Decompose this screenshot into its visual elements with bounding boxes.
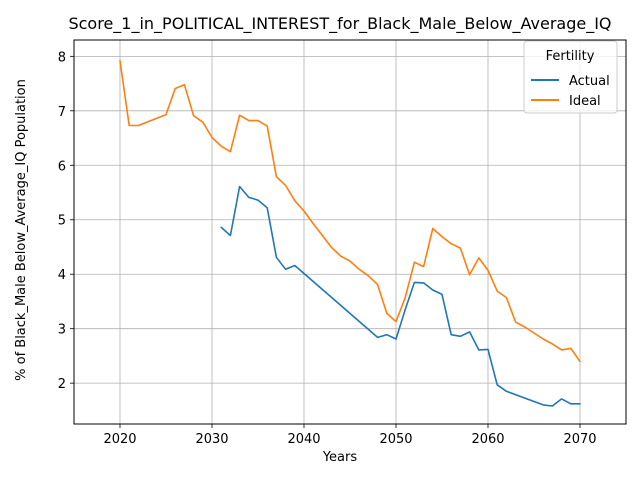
x-tick-label: 2020 xyxy=(103,432,136,447)
y-tick-label: 8 xyxy=(58,50,66,65)
x-tick-label: 2060 xyxy=(471,432,504,447)
x-tick-label: 2030 xyxy=(195,432,228,447)
series-lines xyxy=(119,59,581,407)
legend-title: Fertility xyxy=(546,49,595,64)
x-axis-label: Years xyxy=(322,450,358,465)
y-tick-label: 2 xyxy=(58,377,66,392)
series-line-ideal xyxy=(119,59,581,363)
x-tick-label: 2040 xyxy=(287,432,320,447)
grid xyxy=(74,40,626,424)
legend: Fertility Actual Ideal xyxy=(523,40,618,114)
y-tick-label: 3 xyxy=(58,323,66,338)
y-axis-label: % of Black_Male Below_Average_IQ Populat… xyxy=(14,79,29,381)
legend-label-actual: Actual xyxy=(569,74,610,89)
x-tick-label: 2050 xyxy=(379,432,412,447)
chart-title: Score_1_in_POLITICAL_INTEREST_for_Black_… xyxy=(68,14,611,34)
axis-ticks: 2020 2030 2040 2050 2060 2070 2 3 4 5 6 7 8 xyxy=(58,50,597,447)
y-tick-label: 5 xyxy=(58,214,66,229)
x-tick-label: 2070 xyxy=(563,432,596,447)
series-line-actual xyxy=(220,185,581,407)
y-tick-label: 4 xyxy=(58,268,66,283)
legend-label-ideal: Ideal xyxy=(569,94,601,109)
plot-frame xyxy=(73,39,627,425)
y-tick-label: 6 xyxy=(58,159,66,174)
y-tick-label: 7 xyxy=(58,105,66,120)
legend-box xyxy=(523,40,618,114)
